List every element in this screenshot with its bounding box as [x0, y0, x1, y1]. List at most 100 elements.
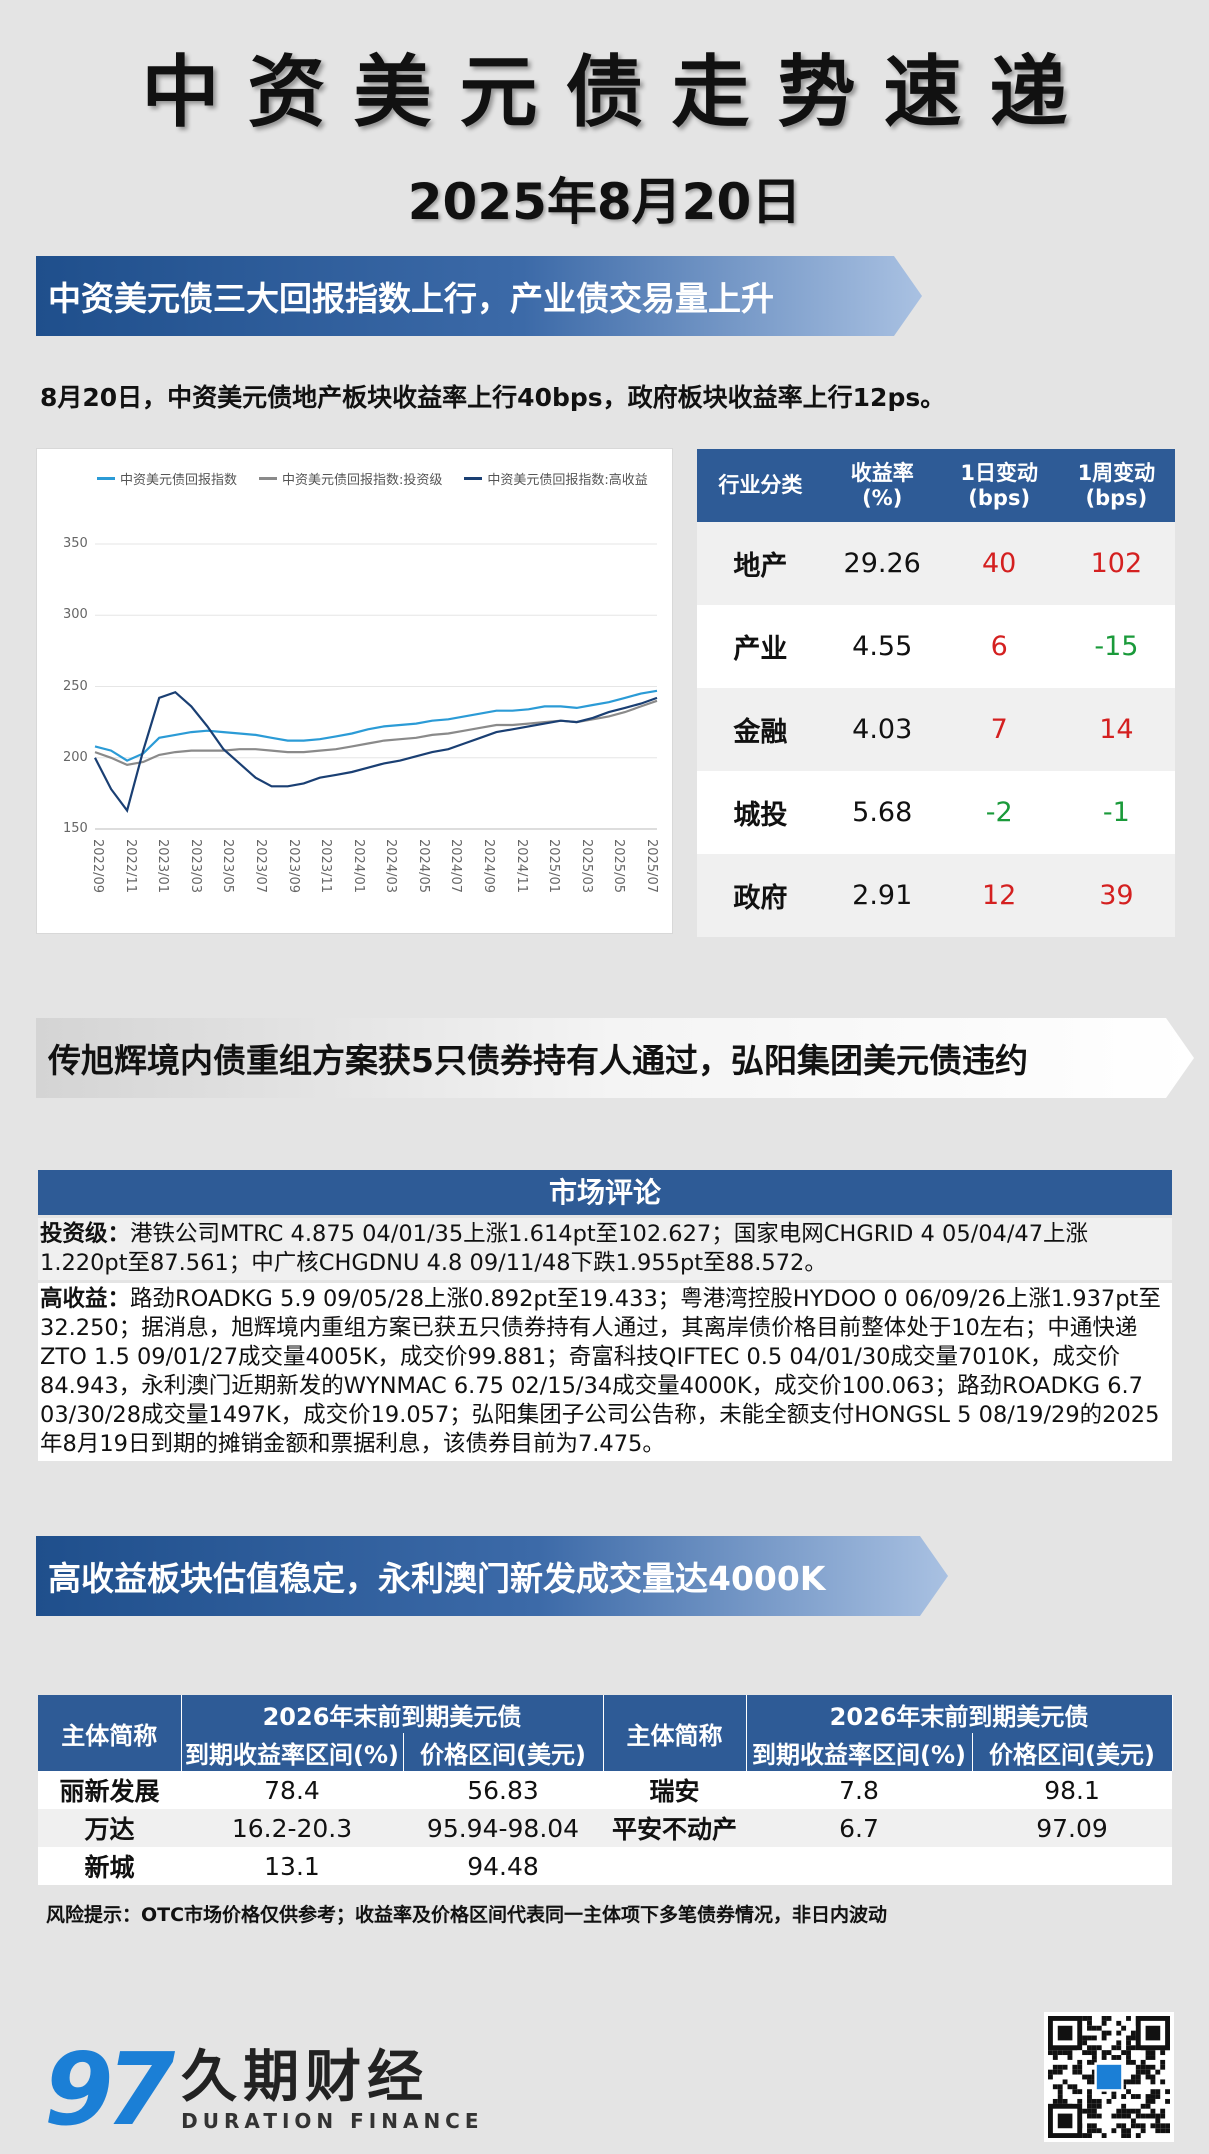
x-tick-label: 2024/01: [350, 839, 366, 894]
header-yield-left: 到期收益率区间(%): [181, 1733, 404, 1771]
header-1d-change: 1日变动 (bps): [940, 449, 1058, 522]
series-line-2: [94, 690, 658, 813]
x-tick-label: 2022/09: [90, 839, 105, 894]
header-group-right: 2026年末前到期美元债: [746, 1695, 1173, 1733]
x-tick-label: 2023/07: [252, 839, 268, 894]
logo-mark: 97: [44, 2031, 175, 2148]
header-entity-right: 主体简称: [603, 1695, 747, 1771]
legend-label: 中资美元债回报指数:高收益: [487, 473, 648, 488]
table-row: 丽新发展 78.4 56.83 瑞安 7.8 98.1: [38, 1771, 1173, 1809]
x-tick-label: 2025/05: [611, 839, 627, 894]
x-tick-label: 2023/09: [285, 839, 301, 894]
section2-banner: 传旭辉境内债重组方案获5只债券持有人通过，弘阳集团美元债违约: [36, 1018, 1194, 1098]
header-1w-change: 1周变动 (bps): [1057, 449, 1175, 522]
report-date: 2025年8月20日: [407, 173, 802, 231]
day-change-cell: 7: [940, 688, 1058, 771]
x-tick-label: 2022/11: [122, 839, 138, 894]
price-range-cell: 94.48: [403, 1847, 604, 1885]
hy-label: 高收益：: [40, 1286, 131, 1312]
table-row: 地产 29.26 40 102: [697, 522, 1175, 605]
week-change-cell: 102: [1057, 522, 1175, 605]
entity-name-cell: 新城: [38, 1847, 181, 1885]
price-range-cell: 95.94-98.04: [403, 1809, 604, 1847]
legend-item: 中资美元债回报指数: [97, 469, 237, 488]
yield-range-cell: 16.2-20.3: [181, 1809, 403, 1847]
header-yield-right: 到期收益率区间(%): [746, 1733, 973, 1771]
hy-text: 路劲ROADKG 5.9 09/05/28上涨0.892pt至19.433；粤港…: [40, 1286, 1161, 1457]
logo-cn-text: 久期财经: [181, 2045, 430, 2110]
chart-plot: [94, 543, 658, 830]
duration-finance-logo: 97 久期财经 DURATION FINANCE: [44, 2040, 484, 2140]
day-change-cell: 6: [940, 605, 1058, 688]
yield-range-cell: 6.7: [746, 1809, 973, 1847]
category-cell: 金融: [697, 688, 824, 771]
legend-swatch: [464, 477, 483, 480]
yield-cell: 4.03: [823, 688, 941, 771]
market-comment-title: 市场评论: [38, 1170, 1172, 1215]
industry-yield-table: 行业分类 收益率 (%) 1日变动 (bps) 1周变动 (bps) 地产 29.…: [697, 449, 1175, 937]
section2-banner-text: 传旭辉境内债重组方案获5只债券持有人通过，弘阳集团美元债违约: [48, 1041, 1028, 1080]
table-header-row: 行业分类 收益率 (%) 1日变动 (bps) 1周变动 (bps): [697, 449, 1175, 522]
price-range-cell: 56.83: [403, 1771, 604, 1809]
x-tick-label: 2025/03: [578, 839, 594, 894]
legend-item: 中资美元债回报指数:高收益: [464, 469, 648, 488]
logo-en-text: DURATION FINANCE: [181, 2109, 484, 2133]
yield-cell: 2.91: [823, 854, 941, 937]
x-tick-label: 2024/03: [383, 839, 399, 894]
category-cell: 地产: [697, 522, 824, 605]
table-row: 新城 13.1 94.48: [38, 1847, 1173, 1885]
x-tick-label: 2023/01: [155, 839, 171, 894]
header-entity-left: 主体简称: [38, 1695, 182, 1771]
legend-swatch: [259, 477, 278, 480]
section1-banner-text: 中资美元债三大回报指数上行，产业债交易量上升: [48, 279, 774, 318]
yield-range-cell: [746, 1847, 973, 1885]
legend-label: 中资美元债回报指数: [120, 473, 238, 488]
yield-cell: 4.55: [823, 605, 941, 688]
week-change-cell: 39: [1057, 854, 1175, 937]
header-price-left: 价格区间(美元): [403, 1733, 604, 1771]
section3-banner: 高收益板块估值稳定，永利澳门新发成交量达4000K: [36, 1536, 948, 1616]
risk-note: 风险提示：OTC市场价格仅供参考；收益率及价格区间代表同一主体项下多笔债券情况，…: [46, 1904, 888, 1926]
investment-grade-comment: 投资级：港铁公司MTRC 4.875 04/01/35上涨1.614pt至102…: [38, 1218, 1172, 1280]
entity-name-cell: [603, 1847, 747, 1885]
entity-name-cell: 万达: [38, 1809, 181, 1847]
x-tick-label: 2024/09: [481, 839, 497, 894]
table-row: 政府 2.91 12 39: [697, 854, 1175, 937]
ig-text: 港铁公司MTRC 4.875 04/01/35上涨1.614pt至102.627…: [40, 1221, 1089, 1276]
price-range-cell: 97.09: [972, 1809, 1173, 1847]
x-tick-label: 2023/05: [220, 839, 236, 894]
header-category: 行业分类: [697, 449, 824, 522]
return-index-chart: 中资美元债回报指数 中资美元债回报指数:投资级 中资美元债回报指数:高收益 35…: [36, 448, 673, 934]
y-tick-label: 200: [63, 749, 88, 765]
series-line-1: [94, 699, 658, 767]
chart-legend: 中资美元债回报指数 中资美元债回报指数:投资级 中资美元债回报指数:高收益: [97, 469, 648, 488]
header-group-left: 2026年末前到期美元债: [181, 1695, 604, 1733]
legend-label: 中资美元债回报指数:投资级: [282, 473, 443, 488]
table-subheader-row: 到期收益率区间(%) 价格区间(美元) 到期收益率区间(%) 价格区间(美元): [38, 1733, 1173, 1771]
ig-label: 投资级：: [40, 1221, 131, 1247]
week-change-cell: -15: [1057, 605, 1175, 688]
x-tick-label: 2025/07: [644, 839, 659, 894]
header-price-right: 价格区间(美元): [972, 1733, 1173, 1771]
section1-summary: 8月20日，中资美元债地产板块收益率上行40bps，政府板块收益率上行12ps。: [40, 383, 946, 412]
qr-code-icon: [1048, 2016, 1170, 2138]
week-change-cell: -1: [1057, 771, 1175, 854]
day-change-cell: -2: [940, 771, 1058, 854]
table-header-row: 主体简称 2026年末前到期美元债 主体简称 2026年末前到期美元债: [38, 1695, 1173, 1771]
x-tick-label: 2024/07: [448, 839, 464, 894]
maturity-bond-table: 主体简称 2026年末前到期美元债 主体简称 2026年末前到期美元债 到期收益…: [38, 1695, 1173, 1885]
legend-item: 中资美元债回报指数:投资级: [259, 469, 442, 488]
y-tick-label: 250: [63, 678, 88, 694]
x-tick-label: 2023/03: [187, 839, 203, 894]
x-tick-label: 2023/11: [318, 839, 334, 894]
day-change-cell: 12: [940, 854, 1058, 937]
yield-cell: 5.68: [823, 771, 941, 854]
table-row: 万达 16.2-20.3 95.94-98.04 平安不动产 6.7 97.09: [38, 1809, 1173, 1847]
page-title: 中资美元债走势速递: [141, 48, 1096, 138]
y-tick-label: 300: [63, 607, 88, 623]
header-yield: 收益率 (%): [823, 449, 941, 522]
yield-range-cell: 13.1: [181, 1847, 403, 1885]
qr-code[interactable]: [1044, 2012, 1174, 2142]
table-row: 金融 4.03 7 14: [697, 688, 1175, 771]
section1-banner: 中资美元债三大回报指数上行，产业债交易量上升: [36, 256, 922, 336]
